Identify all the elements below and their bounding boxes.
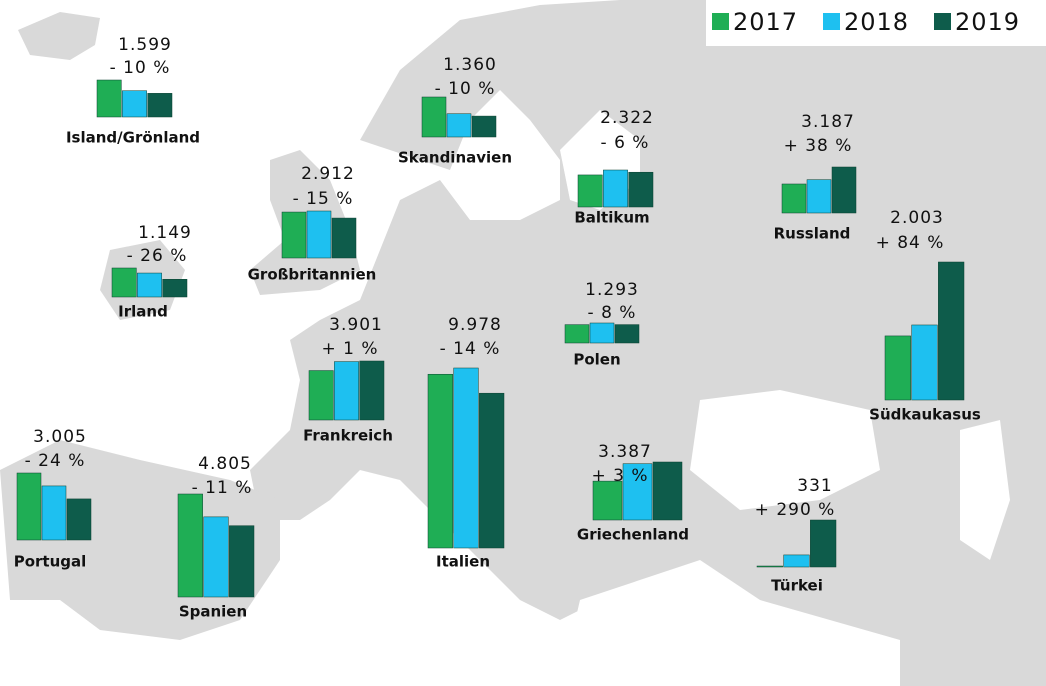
bar — [137, 272, 162, 298]
legend-label: 2017 — [733, 8, 798, 36]
region-name: Südkaukasus — [869, 406, 981, 424]
bar — [831, 166, 857, 214]
change-label: + 38 % — [784, 136, 853, 156]
change-label: + 1 % — [321, 339, 378, 359]
bar — [427, 373, 453, 549]
legend-swatch — [823, 13, 840, 30]
change-label: - 14 % — [440, 339, 501, 359]
bar — [603, 169, 628, 208]
bar — [592, 480, 623, 521]
bar — [308, 370, 334, 421]
region-name: Russland — [774, 225, 851, 243]
bar — [911, 324, 938, 401]
bar — [16, 472, 42, 541]
bar — [628, 171, 654, 208]
legend-box — [706, 0, 1046, 46]
change-label: - 10 % — [435, 79, 496, 99]
bar — [471, 115, 497, 138]
region-name: Skandinavien — [398, 149, 512, 167]
bar — [564, 324, 590, 344]
bar — [652, 461, 683, 521]
change-label: - 15 % — [293, 189, 354, 209]
bar — [806, 179, 832, 214]
region-name: Türkei — [771, 577, 823, 595]
value-label: 1.360 — [443, 55, 497, 75]
bar — [479, 392, 505, 549]
region-name: Portugal — [14, 553, 87, 571]
value-label: 3.901 — [329, 315, 383, 335]
bar — [421, 96, 447, 138]
value-label: 2.322 — [600, 108, 654, 128]
region-name: Polen — [573, 351, 620, 369]
value-label: 3.387 — [598, 442, 652, 462]
change-label: - 11 % — [192, 478, 253, 498]
value-label: 3.187 — [801, 112, 855, 132]
change-label: - 24 % — [25, 451, 86, 471]
bar — [810, 519, 837, 568]
bar — [281, 211, 307, 259]
bar — [781, 183, 807, 214]
bar — [331, 217, 357, 259]
bar — [938, 261, 965, 401]
change-label: - 10 % — [110, 58, 171, 78]
value-label: 1.149 — [138, 223, 192, 243]
region-name: Großbritannien — [248, 266, 377, 284]
bar — [41, 485, 67, 541]
bar — [446, 113, 472, 138]
legend-label: 2019 — [955, 8, 1020, 36]
bar — [884, 335, 911, 401]
bar — [359, 360, 385, 421]
bar — [614, 324, 640, 344]
region-name: Spanien — [179, 603, 247, 621]
bar — [66, 498, 92, 541]
bar — [783, 554, 810, 568]
bar — [453, 367, 479, 549]
value-label: 3.005 — [33, 427, 87, 447]
change-label: - 6 % — [601, 133, 650, 153]
change-label: + 84 % — [876, 233, 945, 253]
value-label: 9.978 — [448, 315, 502, 335]
bar — [147, 93, 173, 118]
bar — [122, 90, 147, 118]
bar — [306, 210, 332, 259]
bar — [334, 361, 359, 421]
bar — [577, 174, 603, 208]
bar — [96, 79, 122, 118]
change-label: + 3 % — [591, 466, 648, 486]
bar — [622, 463, 653, 521]
region-name: Italien — [436, 553, 490, 571]
value-label: 1.293 — [585, 280, 639, 300]
region-name: Island/Grönland — [66, 129, 200, 147]
value-label: 4.805 — [198, 454, 252, 474]
bar — [589, 322, 615, 344]
value-label: 2.003 — [890, 208, 944, 228]
region-name: Frankreich — [303, 427, 393, 445]
bar — [177, 493, 203, 598]
value-label: 2.912 — [301, 164, 355, 184]
bar — [203, 516, 229, 598]
region-name: Griechenland — [577, 526, 689, 544]
change-label: - 26 % — [127, 246, 188, 266]
region-name: Baltikum — [574, 209, 649, 227]
legend-swatch — [712, 13, 729, 30]
legend-label: 2018 — [844, 8, 909, 36]
bar — [162, 279, 188, 298]
bar — [229, 525, 255, 598]
bar — [756, 565, 783, 568]
legend-swatch — [934, 13, 951, 30]
bar — [111, 267, 137, 298]
value-label: 331 — [797, 476, 832, 496]
region-name: Irland — [118, 303, 168, 321]
change-label: - 8 % — [588, 303, 637, 323]
change-label: + 290 % — [755, 500, 836, 520]
value-label: 1.599 — [118, 35, 172, 55]
